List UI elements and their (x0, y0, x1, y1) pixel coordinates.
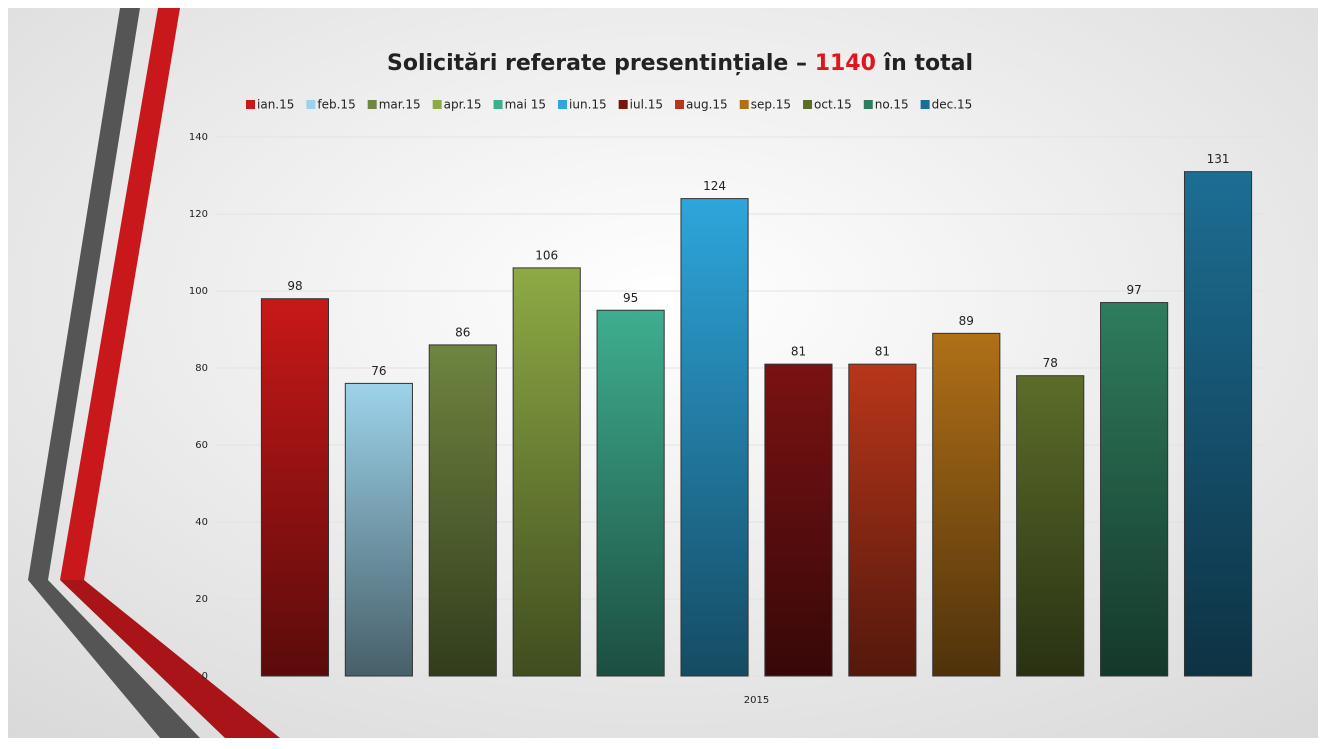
title-total: 1140 (815, 51, 876, 76)
legend-swatch (558, 100, 568, 109)
bar (680, 198, 749, 677)
legend-label: oct.15 (814, 98, 852, 112)
data-label: 95 (623, 291, 638, 305)
bar (932, 332, 1001, 677)
decor-stripe (60, 580, 280, 738)
bar (848, 363, 917, 677)
y-tick-label: 100 (189, 286, 208, 297)
data-label: 86 (455, 325, 470, 339)
legend-label: feb.15 (317, 98, 355, 112)
y-tick-label: 120 (189, 209, 208, 220)
legend-swatch (432, 100, 442, 109)
y-tick-label: 140 (189, 132, 208, 143)
y-tick-label: 0 (202, 671, 208, 682)
y-tick-label: 60 (195, 440, 208, 451)
bar (260, 298, 330, 677)
bar (428, 344, 497, 677)
legend-label: apr.15 (444, 98, 482, 112)
legend-label: iun.15 (569, 98, 607, 112)
legend-swatch (306, 100, 316, 109)
legend-swatch (493, 100, 503, 109)
data-label: 106 (535, 248, 558, 262)
data-label: 89 (959, 314, 974, 328)
bar (1183, 171, 1253, 677)
decor-stripe (28, 8, 140, 580)
decor-stripe (28, 580, 200, 738)
bar (764, 363, 833, 677)
legend-label: dec.15 (932, 98, 973, 112)
legend-label: sep.15 (751, 98, 791, 112)
chart-title: Solicitări referate presentințiale – 114… (387, 51, 973, 76)
y-tick-label: 20 (195, 594, 208, 605)
bar (596, 309, 665, 677)
data-label: 81 (875, 345, 890, 359)
legend-label: mai 15 (505, 98, 546, 112)
data-label: 97 (1126, 283, 1141, 297)
legend-swatch (367, 100, 377, 109)
y-tick-label: 80 (195, 363, 208, 374)
legend-swatch (739, 100, 749, 109)
legend-label: ian.15 (257, 98, 294, 112)
data-label: 98 (287, 279, 302, 293)
bar (344, 382, 413, 677)
legend-label: aug.15 (686, 98, 728, 112)
legend-swatch (803, 100, 813, 109)
data-label: 76 (371, 364, 386, 378)
data-label: 124 (703, 179, 726, 193)
legend: ian.15 feb.15 mar.15 apr.15 mai 15 iun.15 iul.… (246, 98, 972, 112)
legend-label: iul.15 (630, 98, 663, 112)
y-tick-label: 40 (195, 517, 208, 528)
title-text: Solicitări referate presentințiale – (387, 51, 807, 76)
legend-swatch (618, 100, 628, 109)
legend-swatch (675, 100, 685, 109)
decor-stripe (60, 8, 180, 580)
legend-swatch (246, 100, 255, 109)
data-label: 81 (791, 345, 806, 359)
x-tick-label: 2015 (744, 695, 769, 706)
data-label: 78 (1043, 356, 1058, 370)
bar (1100, 302, 1169, 677)
title-text: în total (883, 51, 973, 76)
bar (1016, 375, 1085, 677)
legend-swatch (920, 100, 930, 109)
legend-label: mar.15 (379, 98, 421, 112)
bar (512, 267, 581, 677)
legend-label: no.15 (875, 98, 909, 112)
data-label: 131 (1207, 152, 1230, 166)
legend-swatch (863, 100, 873, 109)
